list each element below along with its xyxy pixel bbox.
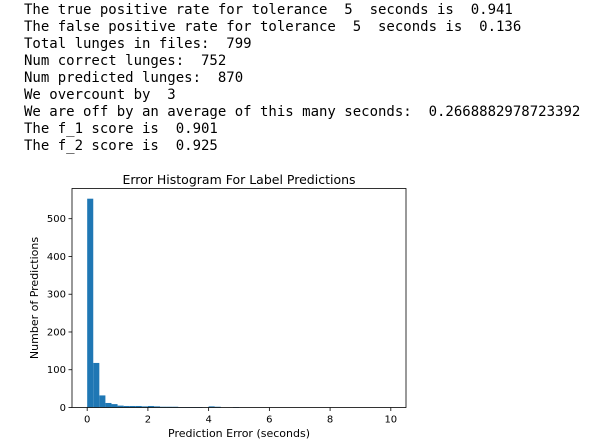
histogram-bars (87, 198, 239, 408)
histogram-bar (135, 405, 142, 408)
histogram-bar (141, 406, 148, 408)
histogram-bar (153, 406, 161, 408)
total-lunges-line: Total lunges in files: 799 (24, 36, 252, 52)
average-offset-line: We are off by an average of this many se… (24, 104, 581, 120)
histogram-bar (117, 405, 124, 408)
histogram-bar (147, 405, 154, 408)
x-tick-label: 10 (384, 415, 397, 426)
x-tick-label: 4 (205, 415, 211, 426)
f2-score-line: The f_2 score is 0.925 (24, 138, 218, 154)
histogram-bar (111, 404, 118, 408)
overcount-line: We overcount by 3 (24, 87, 176, 103)
x-tick-label: 6 (266, 415, 272, 426)
y-tick-label: 500 (47, 214, 66, 225)
y-axis-ticks: 0 100 200 300 400 500 (47, 214, 72, 414)
y-axis-label: Number of Predictions (28, 237, 41, 359)
x-tick-label: 2 (145, 415, 151, 426)
true-positive-rate-line: The true positive rate for tolerance 5 s… (24, 2, 513, 18)
f1-score-line: The f_1 score is 0.901 (24, 121, 218, 137)
num-predicted-lunges-line: Num predicted lunges: 870 (24, 70, 244, 86)
x-tick-label: 8 (327, 415, 333, 426)
num-correct-lunges-line: Num correct lunges: 752 (24, 53, 227, 69)
error-histogram-figure: Error Histogram For Label Predictions 0 2… (0, 168, 420, 442)
histogram-bar (93, 362, 100, 408)
histogram-bar (99, 395, 106, 408)
y-tick-label: 200 (47, 327, 66, 338)
x-axis-label: Prediction Error (seconds) (168, 427, 310, 440)
y-tick-label: 300 (47, 290, 66, 301)
x-axis-ticks: 0 2 4 6 8 10 (84, 407, 397, 426)
histogram-bar (129, 405, 136, 408)
histogram-bar (87, 198, 94, 408)
histogram-bar (105, 402, 112, 408)
histogram-bar (123, 405, 130, 408)
y-tick-label: 400 (47, 252, 66, 263)
y-tick-label: 100 (47, 365, 66, 376)
cell-output-text: The true positive rate for tolerance 5 s… (24, 2, 580, 155)
histogram-bar (208, 406, 215, 408)
plot-frame (71, 188, 407, 408)
false-positive-rate-line: The false positive rate for tolerance 5 … (24, 19, 522, 35)
chart-title: Error Histogram For Label Predictions (122, 172, 355, 187)
y-tick-label: 0 (60, 403, 66, 414)
error-histogram-chart: Error Histogram For Label Predictions 0 2… (28, 172, 407, 440)
x-tick-label: 0 (84, 415, 90, 426)
